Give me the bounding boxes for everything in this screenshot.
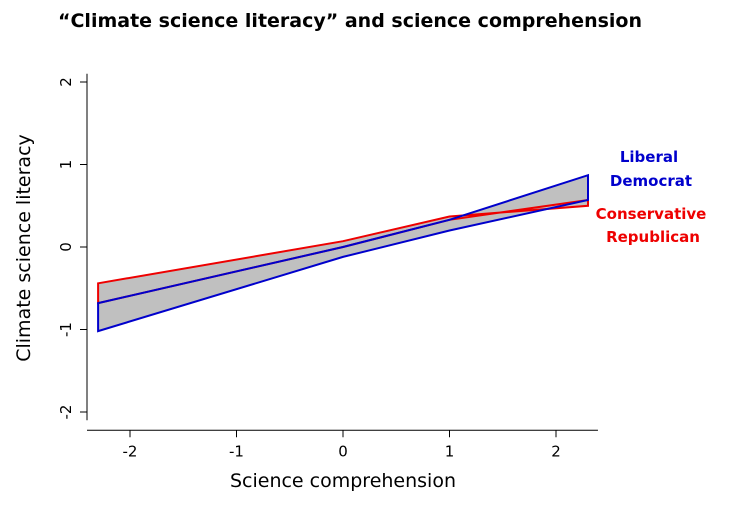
x-tick-label-4: 2 bbox=[551, 442, 561, 460]
band-layer bbox=[98, 175, 588, 332]
conservative-label-line2: Republican bbox=[606, 228, 700, 246]
x-axis-label: Science comprehension bbox=[230, 470, 456, 492]
y-tick-label-0: -2 bbox=[57, 405, 75, 420]
liberal-label-line1: Liberal bbox=[620, 148, 678, 166]
y-tick-label-4: 2 bbox=[57, 77, 75, 87]
axes-layer: -2 -1 0 1 2 -2 -1 0 1 2 bbox=[57, 73, 598, 460]
y-axis-label: Climate science literacy bbox=[13, 134, 35, 362]
chart-title: “Climate science literacy” and science c… bbox=[58, 10, 642, 32]
x-tick-label-2: 0 bbox=[338, 442, 348, 460]
band-0 bbox=[98, 175, 588, 332]
conservative-label-line1: Conservative bbox=[596, 205, 707, 223]
x-tick-label-3: 1 bbox=[445, 442, 455, 460]
x-tick-label-0: -2 bbox=[123, 442, 138, 460]
x-tick-label-1: -1 bbox=[229, 442, 244, 460]
line-layer bbox=[97, 173, 589, 333]
liberal-band-outline bbox=[97, 173, 589, 333]
y-tick-label-3: 1 bbox=[57, 160, 75, 170]
liberal-label-line2: Democrat bbox=[610, 172, 692, 190]
y-tick-label-2: 0 bbox=[57, 242, 75, 252]
y-tick-label-1: -1 bbox=[57, 322, 75, 337]
